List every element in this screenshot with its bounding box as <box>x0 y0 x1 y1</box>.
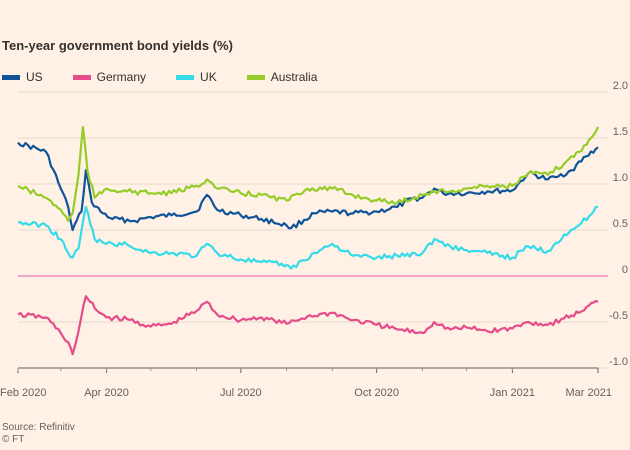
x-tick-label: Mar 2021 <box>566 387 612 399</box>
y-tick-label: 1.5 <box>613 126 628 138</box>
source-note: Source: Refinitiv © FT <box>2 422 75 446</box>
x-tick-label: Feb 2020 <box>0 387 46 399</box>
y-tick-label: 0.5 <box>613 218 628 230</box>
chart-title: Ten-year government bond yields (%) <box>2 38 233 53</box>
series-line-germany <box>17 295 599 356</box>
legend: US Germany UK Australia <box>2 70 317 84</box>
y-tick-label: -0.5 <box>609 310 628 322</box>
x-tick-label: Oct 2020 <box>354 387 399 399</box>
legend-swatch <box>246 74 265 80</box>
legend-swatch <box>2 74 20 80</box>
legend-label: UK <box>200 70 217 84</box>
y-tick-label: 1.0 <box>613 172 628 184</box>
copyright-text: © FT <box>2 434 25 445</box>
y-tick-label: 0 <box>622 264 628 276</box>
x-tick-label: Jul 2020 <box>220 387 262 399</box>
series-line-uk <box>17 205 598 270</box>
source-text: Source: Refinitiv <box>2 422 75 433</box>
series-line-australia <box>17 125 599 222</box>
x-tick-label: Apr 2020 <box>84 387 129 399</box>
legend-item-germany: Germany <box>72 70 147 84</box>
legend-swatch <box>72 74 91 80</box>
legend-item-uk: UK <box>176 70 217 84</box>
x-tick-label: Jan 2021 <box>490 387 535 399</box>
legend-label: Germany <box>96 70 147 84</box>
series-line-us <box>17 141 599 232</box>
legend-item-us: US <box>2 70 43 84</box>
legend-label: US <box>26 70 43 84</box>
legend-item-australia: Australia <box>246 70 318 84</box>
legend-swatch <box>176 74 195 80</box>
legend-label: Australia <box>270 70 318 84</box>
y-tick-label: -1.0 <box>609 356 628 368</box>
y-tick-label: 2.0 <box>613 80 628 92</box>
